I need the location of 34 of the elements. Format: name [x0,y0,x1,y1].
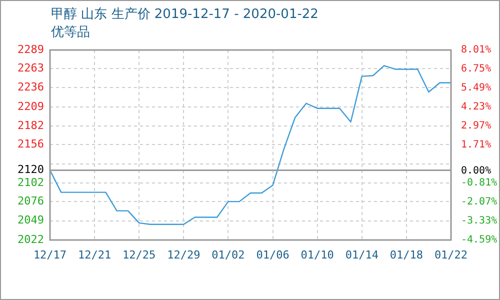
x-tick-label: 01/06 [256,248,290,262]
x-tick-label: 12/29 [167,248,200,262]
y-tick-label: 2120 [18,163,44,176]
y2-tick-label: 8.01% [461,44,492,56]
y2-tick-label: 6.75% [461,64,492,75]
chart-subtitle: 优等品 [51,24,90,41]
x-tick-label: 12/25 [122,248,156,262]
x-tick-label: 12/17 [33,248,67,262]
y-tick-label: 2076 [18,194,44,208]
x-tick-label: 01/18 [390,248,424,262]
x-tick-label: 01/02 [212,248,245,262]
y2-tick-label: 0.00% [461,165,492,176]
y-tick-label: 2182 [18,119,44,132]
y2-tick-label: -3.33% [461,216,498,227]
x-tick-label: 01/14 [345,248,379,262]
chart-title: 甲醇 山东 生产价 2019-12-17 - 2020-01-22 [51,6,318,23]
y2-tick-label: -4.59% [461,234,498,246]
y-tick-label: 2049 [18,214,44,227]
y2-tick-label: 4.23% [461,102,492,113]
y-tick-label: 2022 [18,232,44,246]
x-tick-label: 01/10 [300,248,334,262]
y2-tick-label: -0.81% [461,178,498,189]
y2-tick-label: 1.71% [461,140,492,151]
y2-tick-label: 2.97% [461,120,492,132]
y-tick-label: 2102 [18,176,44,189]
y-tick-label: 2263 [18,61,44,74]
y-tick-label: 2156 [18,138,44,151]
x-tick-label: 12/21 [78,248,112,262]
y2-tick-label: -2.07% [461,196,498,208]
x-tick-label: 01/22 [434,248,468,262]
y2-tick-label: 5.49% [461,82,492,94]
y-tick-label: 2236 [18,80,44,94]
y-tick-label: 2209 [18,100,44,113]
y-tick-label: 2289 [18,42,44,56]
